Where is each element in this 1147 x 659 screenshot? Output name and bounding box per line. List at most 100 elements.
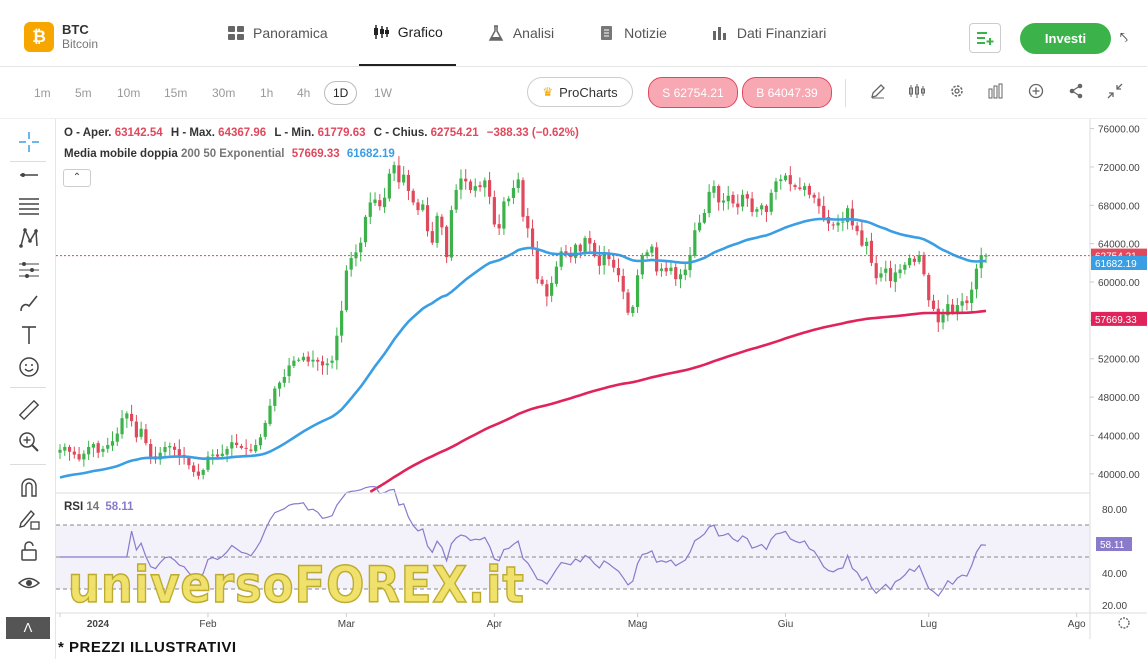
- share-icon[interactable]: [1067, 83, 1085, 101]
- price-tick-label: 48000.00: [1098, 393, 1140, 404]
- watchlist-add-button[interactable]: [969, 23, 1001, 53]
- tab-notizie[interactable]: Notizie: [585, 0, 680, 66]
- brand-text: BTC Bitcoin: [62, 23, 98, 52]
- candle: [712, 186, 716, 193]
- collapse-icon[interactable]: ⤣: [1120, 29, 1128, 45]
- candle: [449, 210, 454, 258]
- emoji-icon[interactable]: [18, 356, 40, 378]
- timeframe-10m[interactable]: 10m: [117, 86, 141, 100]
- candle: [507, 198, 511, 202]
- tab-panoramica[interactable]: Panoramica: [214, 0, 341, 66]
- candle: [922, 254, 926, 275]
- procharts-button[interactable]: ♛ ProCharts: [527, 77, 633, 107]
- candle: [445, 226, 449, 258]
- candle: [330, 360, 334, 363]
- collapse-icon[interactable]: [1106, 83, 1124, 101]
- eye-icon[interactable]: [17, 572, 41, 594]
- candle: [707, 191, 711, 214]
- crosshair-icon[interactable]: [18, 131, 40, 153]
- candle: [674, 267, 678, 280]
- candle: [908, 258, 912, 266]
- high-label: H - Max.: [170, 127, 215, 139]
- candle: [841, 221, 845, 223]
- sell-button[interactable]: S 62754.21: [648, 77, 738, 108]
- candle: [72, 451, 76, 455]
- candle: [110, 441, 115, 446]
- candle: [382, 197, 387, 208]
- candle: [487, 180, 492, 197]
- buy-button[interactable]: B 64047.39: [742, 77, 832, 108]
- candle: [273, 388, 277, 406]
- legend-toggle-button[interactable]: ⌃: [63, 169, 91, 187]
- candle: [678, 274, 683, 280]
- candle: [435, 215, 439, 243]
- ruler-icon[interactable]: [18, 399, 40, 421]
- candle: [440, 216, 444, 228]
- candle: [970, 289, 974, 303]
- candle: [974, 268, 979, 290]
- text-icon[interactable]: [18, 324, 40, 346]
- brand[interactable]: ₿ BTC Bitcoin: [24, 22, 98, 52]
- ma200-tag-bg: [1091, 311, 1147, 326]
- price-chart[interactable]: 76000.00 72000.00 68000.00 64000.00 60000.00…: [56, 119, 1147, 639]
- fib-icon[interactable]: [18, 195, 40, 217]
- candle: [592, 242, 597, 257]
- line-icon[interactable]: [18, 164, 40, 186]
- candle: [354, 252, 358, 259]
- candles-icon[interactable]: [908, 83, 926, 101]
- pattern-icon[interactable]: [18, 227, 40, 249]
- candle: [297, 359, 301, 361]
- candle: [306, 356, 310, 362]
- timeframe-4h[interactable]: 4h: [297, 86, 311, 100]
- gear-icon[interactable]: [948, 83, 966, 101]
- tab-label: Dati Finanziari: [736, 25, 827, 41]
- candle: [874, 263, 878, 279]
- lock-pencil-icon[interactable]: [18, 508, 40, 530]
- bar-chart-icon[interactable]: [987, 83, 1005, 101]
- candle: [569, 254, 573, 258]
- rsi-legend[interactable]: RSI 14 58.11: [64, 501, 134, 513]
- timeframe-1w[interactable]: 1W: [374, 86, 392, 100]
- candle: [612, 259, 616, 268]
- price-tick-label: 40000.00: [1098, 470, 1140, 481]
- magnet-icon[interactable]: [18, 476, 40, 498]
- timeframe-5m[interactable]: 5m: [75, 86, 92, 100]
- candle: [239, 445, 243, 448]
- tab-grafico[interactable]: Grafico: [358, 0, 456, 66]
- candle: [955, 305, 959, 314]
- candle: [812, 194, 816, 198]
- timeframe-1d[interactable]: 1D: [324, 81, 358, 105]
- top-nav: ₿ BTC Bitcoin Panoramica Grafico Analisi…: [0, 0, 1147, 67]
- invest-button[interactable]: Investi: [1020, 23, 1111, 54]
- timeframe-1m[interactable]: 1m: [34, 86, 51, 100]
- tab-analisi[interactable]: Analisi: [474, 0, 567, 66]
- timeframe-15m[interactable]: 15m: [164, 86, 188, 100]
- candle: [63, 446, 67, 451]
- zoom-icon[interactable]: [18, 431, 40, 453]
- collapse-icon[interactable]: Λ: [6, 617, 50, 639]
- pencil-icon[interactable]: [869, 83, 887, 101]
- candle: [363, 216, 368, 243]
- candle: [793, 185, 797, 188]
- ma-legend[interactable]: Media mobile doppia 200 50 Exponential 5…: [64, 148, 395, 160]
- timeframe-1h[interactable]: 1h: [260, 86, 274, 100]
- plus-circle-icon[interactable]: [1027, 83, 1045, 101]
- lock-icon[interactable]: [18, 540, 40, 562]
- timeframe-30m[interactable]: 30m: [212, 86, 236, 100]
- bars-icon: [712, 27, 726, 40]
- candle: [511, 188, 516, 198]
- brush-icon[interactable]: [18, 292, 40, 314]
- measure-icon[interactable]: [18, 259, 40, 281]
- candle: [82, 453, 86, 460]
- price-tick-label: 64000.00: [1098, 240, 1140, 251]
- candle: [903, 264, 907, 270]
- candle: [468, 181, 473, 190]
- candle: [235, 442, 239, 446]
- candle: [836, 222, 840, 226]
- price-tick-label: 52000.00: [1098, 355, 1140, 366]
- toolbar-divider: [845, 79, 846, 107]
- candle: [220, 453, 224, 456]
- crown-icon: ♛: [542, 85, 554, 99]
- tab-dati-finanziari[interactable]: Dati Finanziari: [698, 0, 839, 66]
- watermark: universoFOREX.it: [67, 555, 525, 615]
